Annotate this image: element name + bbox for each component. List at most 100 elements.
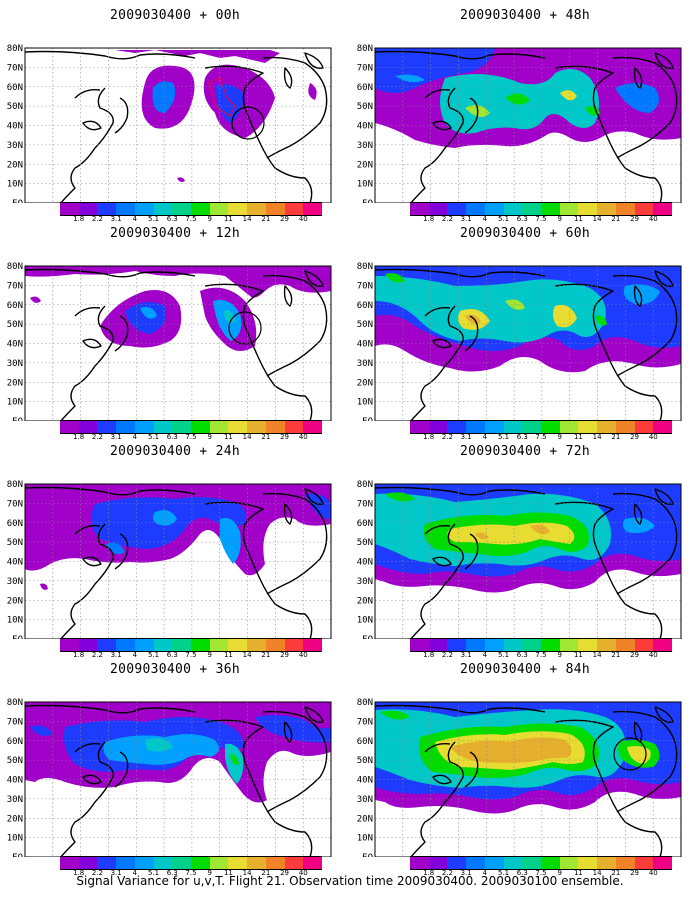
latitude-label: 30N [7, 795, 23, 805]
panel-title: 2009030400 + 48h [459, 8, 591, 23]
colorbar-label: 5.1 [147, 651, 160, 659]
colorbar-label: 29 [630, 869, 640, 877]
colorbar-label: 6.3 [516, 651, 528, 659]
colorbar-label: 11 [223, 433, 233, 441]
map-panel-72h: 2009030400 + 72h 80N 70N 60N 50N 40N 30N 20 [355, 444, 695, 664]
latitude-label: 70N [7, 63, 23, 73]
colorbar-label: 2.2 [91, 433, 103, 441]
shading-layer [375, 266, 681, 373]
colorbar [410, 202, 673, 216]
colorbar [60, 202, 323, 216]
colorbar-box [284, 203, 304, 215]
grid-lines [375, 48, 681, 203]
colorbar-box [466, 203, 485, 215]
colorbar-box [410, 203, 429, 215]
colorbar [410, 856, 673, 870]
latitude-label: 10N [357, 616, 373, 626]
colorbar-label: 5.1 [497, 651, 510, 659]
latitude-label: 40N [357, 340, 373, 350]
map-panel-84h: 2009030400 + 84h 80N 70N 60N 50N 40N [355, 662, 695, 882]
colorbar-box [265, 421, 285, 433]
colorbar-label: 1.8 [423, 651, 435, 659]
colorbar-label: 14 [592, 869, 602, 877]
colorbar-box [284, 639, 304, 651]
colorbar-label: 29 [630, 651, 640, 659]
latitude-label: 40N [357, 558, 373, 568]
colorbar-box [634, 203, 654, 215]
map-plot: 80N70N60N50N40N30N20N10NEQ 80E100E120E14… [357, 698, 682, 857]
colorbar-label: 9 [207, 651, 212, 659]
latitude-label: 50N [7, 320, 23, 330]
colorbar-label: 9 [557, 433, 562, 441]
latitude-label: 60N [357, 301, 373, 311]
colorbar-label: 6.3 [166, 433, 178, 441]
colorbar-label: 40 [648, 651, 658, 659]
colorbar-box [578, 203, 598, 215]
colorbar-box [97, 421, 117, 433]
colorbar-box [191, 203, 210, 215]
colorbar-label: 7.5 [185, 215, 197, 223]
colorbar [410, 420, 673, 434]
grid-lines [25, 48, 331, 203]
colorbar-label: 21 [611, 651, 621, 659]
colorbar-box [228, 639, 248, 651]
colorbar-label: 4 [132, 433, 138, 441]
colorbar-label: 3.1 [460, 433, 472, 441]
latitude-label: EQ [12, 417, 23, 421]
latitude-label: 80N [7, 480, 23, 490]
colorbar-label: 29 [280, 869, 290, 877]
colorbar-label: 3.1 [460, 869, 472, 877]
latitude-label: 20N [357, 814, 373, 824]
map-frame [374, 265, 682, 421]
map-plot: 80N70N60N50N40N30N20N10NEQ 80E100E120E14… [7, 44, 332, 203]
colorbar-label: 6.3 [516, 215, 528, 223]
colorbar-labels: 1.8 2.2 3.1 4 5.1 6.3 7.5 9 11 14 21 29 40 [60, 433, 322, 443]
colorbar-box [209, 421, 229, 433]
colorbar-box [484, 857, 504, 869]
latitude-label: 30N [357, 577, 373, 587]
latitude-label: 40N [357, 776, 373, 786]
shading-layer [375, 484, 681, 593]
panel-title: 2009030400 + 12h [109, 226, 241, 241]
colorbar-label: 9 [207, 433, 212, 441]
map-plot: 80N70N60N50N40N30N20N10NEQ 80E100E120E14… [357, 262, 682, 421]
latitude-label: 60N [7, 301, 23, 311]
latitude-label: 70N [357, 499, 373, 509]
latitude-label: 10N [7, 398, 23, 408]
latitude-label: 80N [357, 480, 373, 490]
colorbar-label: 40 [298, 433, 308, 441]
colorbar-label: 5.1 [147, 433, 160, 441]
colorbar-labels: 1.8 2.2 3.1 4 5.1 6.3 7.5 9 11 14 21 29 40 [60, 651, 322, 661]
colorbar-box [653, 857, 673, 869]
colorbar-box [153, 203, 173, 215]
colorbar-label: 11 [573, 433, 583, 441]
latitude-label: 20N [357, 378, 373, 388]
latitude-labels: 80N 70N 60N 50N 40N 30N 20N 10N EQ [7, 44, 23, 203]
colorbar-box [615, 421, 635, 433]
colorbar-label: 11 [223, 651, 233, 659]
latitude-label: 50N [7, 538, 23, 548]
colorbar-box [153, 639, 173, 651]
colorbar-box [447, 203, 467, 215]
colorbar-label: 14 [242, 651, 252, 659]
latitude-label: 30N [357, 141, 373, 151]
colorbar-box [153, 857, 173, 869]
latitude-labels: 80N 70N 60N 50N 40N 30N 20N 10N EQ [357, 698, 373, 857]
colorbar-box [522, 203, 542, 215]
colorbar-box [116, 639, 135, 651]
colorbar-box [653, 639, 673, 651]
latitude-labels: 80N 70N 60N 50N 40N 30N 20N 10N EQ [357, 480, 373, 639]
colorbar [60, 856, 323, 870]
map-plot: 80N70N60N50N40N30N20N10NEQ 80E100E120E14… [7, 480, 332, 639]
colorbar-box [503, 639, 523, 651]
colorbar-box [153, 421, 173, 433]
latitude-label: 60N [7, 83, 23, 93]
colorbar-label: 40 [648, 869, 658, 877]
colorbar [410, 638, 673, 652]
colorbar-label: 9 [557, 869, 562, 877]
map-plot: 80N70N60N50N40N30N20N10NEQ 80E100E120E14… [357, 44, 682, 203]
colorbar-box [428, 639, 448, 651]
coastline-layer [24, 486, 328, 639]
colorbar-box [60, 857, 79, 869]
colorbar-box [134, 857, 154, 869]
